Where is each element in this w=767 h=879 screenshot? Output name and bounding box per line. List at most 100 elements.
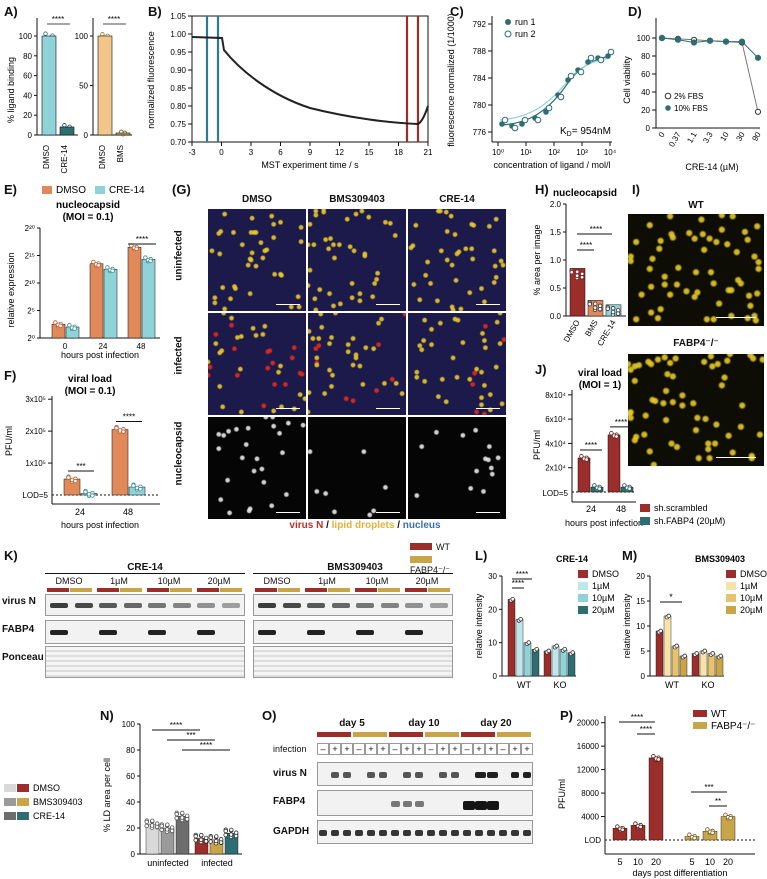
k-wtbar-cre-1 — [97, 588, 119, 592]
e-ytick-4: 2²⁰ — [25, 224, 35, 233]
o-sign-5: + — [377, 743, 389, 755]
o-band — [403, 801, 412, 807]
l-bar-wt-2 — [523, 642, 532, 677]
panel-p-chart: WT FABP4⁻/⁻ PFU/ml LOD 4000 8000 12000 1600… — [557, 709, 755, 878]
a-sig-left: **** — [52, 15, 64, 24]
e-bar-cre-1 — [103, 269, 118, 339]
panel-label-k: K) — [4, 548, 18, 563]
o-band — [391, 801, 400, 807]
o-band — [331, 830, 339, 836]
k-band — [197, 603, 215, 608]
e-xlabel: hours post infection — [61, 350, 139, 360]
k-band — [380, 603, 399, 608]
i-label-ko: FABP4⁻/⁻ — [673, 338, 719, 349]
p-cat-3: 5 — [689, 857, 694, 867]
b-ytick-2: 0.95 — [170, 48, 186, 57]
p-cat-0: 5 — [617, 857, 622, 867]
g-legend: virus N / lipid droplets / nucleus — [289, 520, 441, 531]
n-sig-2: **** — [200, 741, 212, 750]
k-band — [429, 603, 448, 608]
c-point-run2-9 — [597, 56, 605, 64]
o-sign-9: – — [425, 743, 437, 755]
n-legend-a-2 — [4, 812, 16, 820]
h-ytick-4: 2.0 — [550, 200, 562, 209]
a-ylabel: % ligand binding — [6, 57, 16, 123]
e-ytick-3: 2¹⁵ — [25, 252, 35, 261]
n-cat-0: uninfected — [147, 858, 189, 868]
m-ytick-0: 0 — [641, 672, 646, 681]
n-sig-0: **** — [170, 721, 182, 730]
m-legend-swatch-3 — [726, 606, 736, 614]
p-cat-1: 10 — [633, 857, 643, 867]
g-row-uninfected: uninfected — [173, 230, 185, 281]
j-ytick-2: 6x10⁴ — [545, 415, 566, 424]
k-wtbar-bms-0 — [255, 588, 277, 592]
f-ytick-1: 2x10⁵ — [25, 427, 46, 436]
p-ytick-2: 12000 — [577, 766, 600, 775]
l-legend-2: 10µM — [592, 593, 615, 603]
o-band — [463, 801, 475, 810]
d-point-1-1 — [674, 36, 682, 43]
o-band — [403, 830, 411, 836]
g-scalebar — [276, 512, 300, 513]
n-ytick-3: 60 — [126, 772, 135, 781]
l-ylabel: relative intensity — [474, 593, 484, 658]
k-band — [307, 630, 325, 635]
a-sig-right: **** — [108, 15, 120, 24]
k-title-bms: BMS309403 — [327, 562, 383, 573]
panel-label-j: J) — [535, 362, 547, 377]
b-ytick-6: 0.75 — [170, 120, 186, 129]
o-band — [463, 830, 471, 836]
k-band — [331, 603, 350, 608]
g-col-bms: BMS309403 — [329, 194, 385, 205]
o-sign-13: + — [473, 743, 485, 755]
d-xtick-1: 0.37 — [667, 130, 683, 148]
c-point-run2-3 — [534, 116, 542, 124]
i-label-wt: WT — [688, 200, 704, 211]
i-image-wt — [628, 214, 764, 326]
o-band — [487, 801, 499, 810]
b-xtick-0: -3 — [188, 148, 196, 157]
d-ytick-5: 100 — [637, 34, 651, 43]
m-legend-swatch-2 — [726, 594, 736, 602]
g-tile-0-2 — [407, 208, 507, 312]
p-ytick-4: 20000 — [577, 719, 600, 728]
o-band — [415, 801, 424, 807]
a-left-tick-0: 0 — [28, 131, 33, 140]
o-band — [343, 772, 351, 778]
a-bar-dmso — [41, 35, 57, 136]
f-ytick-2: 3x10⁵ — [25, 395, 46, 404]
o-band — [343, 830, 351, 836]
panel-m-chart: BMS309403 relative intensity 0 5 10 15 20 WT… — [622, 554, 767, 690]
panel-label-e: E) — [4, 182, 17, 197]
o-band — [475, 830, 483, 836]
c-ytick-0: 776 — [473, 128, 487, 137]
c-point-run2-2 — [521, 116, 529, 124]
a-bar-bms — [115, 132, 131, 136]
m-title: BMS309403 — [695, 554, 745, 564]
o-band — [439, 772, 447, 778]
p-ytick-1: 8000 — [581, 789, 599, 798]
o-band — [367, 772, 375, 778]
b-ytick-3: 0.90 — [170, 66, 186, 75]
k-kobar-cre-2 — [170, 588, 192, 592]
m-sig: * — [669, 592, 673, 602]
k-band — [282, 603, 301, 608]
c-point-run2-6 — [567, 72, 575, 80]
k-band — [172, 603, 191, 608]
j-subtitle: (MOI = 1) — [579, 380, 622, 391]
e-bar-dmso-2 — [127, 247, 142, 339]
k-band — [50, 603, 68, 608]
c-ytick-1: 780 — [473, 101, 487, 110]
g-tile-0-0 — [207, 208, 307, 312]
d-xtick-6: 90 — [750, 130, 763, 143]
m-ytick-2: 10 — [636, 622, 645, 631]
c-point-run2-5 — [557, 93, 565, 101]
o-row-virusn: virus N — [273, 768, 307, 779]
j-sig-1: **** — [615, 418, 627, 427]
f-cat-1: 48 — [123, 507, 133, 517]
n-ytick-2: 40 — [126, 798, 135, 807]
m-bar-ko-1 — [699, 650, 708, 677]
o-sign-15: – — [497, 743, 509, 755]
k-blot-cre-0 — [45, 594, 245, 616]
